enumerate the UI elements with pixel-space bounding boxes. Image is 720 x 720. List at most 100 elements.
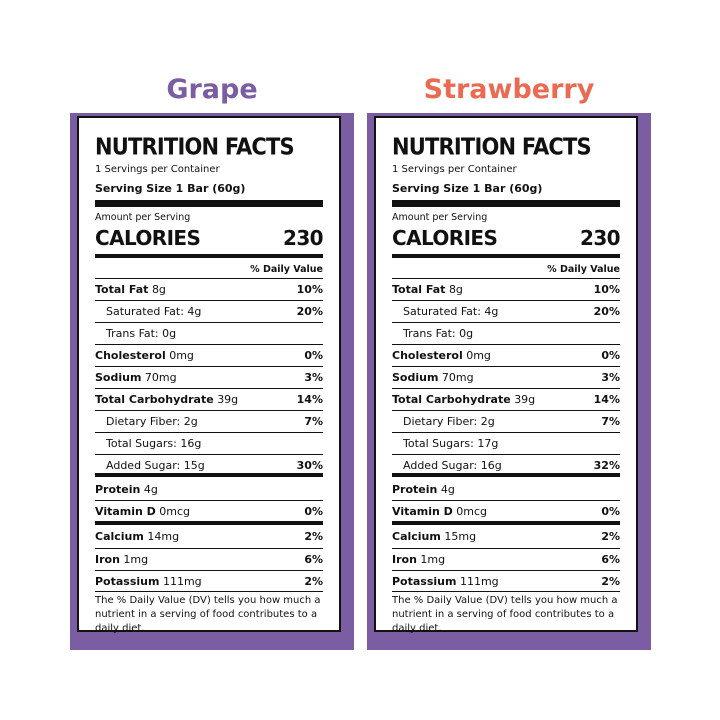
nutrient-row: Potassium 111mg 2% — [95, 570, 323, 593]
calories-value: 230 — [283, 226, 324, 250]
nutrient-amount: 1mg — [420, 553, 446, 566]
serving-size: Serving Size 1 Bar (60g) — [95, 182, 246, 195]
daily-value-percent: 14% — [593, 393, 620, 406]
daily-value-percent: 14% — [296, 393, 323, 406]
divider-medium — [95, 254, 323, 258]
daily-value-header: % Daily Value — [547, 264, 620, 275]
daily-value-percent: 2% — [601, 575, 620, 588]
serving-size: Serving Size 1 Bar (60g) — [392, 182, 543, 195]
servings-per-container: 1 Servings per Container — [392, 164, 517, 175]
nutrient-row: Sodium 70mg 3% — [95, 366, 323, 389]
daily-value-percent: 6% — [304, 553, 323, 566]
nutrient-row: Trans Fat: 0g — [95, 322, 323, 345]
nutrient-name: Total Carbohydrate 39g — [95, 389, 238, 410]
nutrient-row: Total Carbohydrate 39g 14% — [392, 388, 620, 411]
divider-medium — [392, 521, 620, 525]
nutrient-label: Protein — [95, 483, 141, 496]
daily-value-percent: 0% — [304, 505, 323, 518]
footnote: The % Daily Value (DV) tells you how muc… — [95, 595, 321, 634]
nutrient-name: Total Sugars: 16g — [106, 437, 202, 450]
nutrient-name: Dietary Fiber: 2g — [403, 415, 495, 428]
nutrient-amount: 4g — [440, 483, 455, 496]
nutrient-name: Cholesterol 0mg — [392, 345, 491, 366]
nutrient-amount: 70mg — [441, 371, 474, 384]
divider-thick — [95, 200, 323, 207]
nutrient-row: Cholesterol 0mg 0% — [392, 344, 620, 367]
nutrient-amount: 0mcg — [159, 505, 191, 518]
nutrient-row: Saturated Fat: 4g 20% — [392, 300, 620, 323]
flavor-title-grape: Grape — [166, 74, 258, 105]
nutrient-row: Total Sugars: 16g — [95, 432, 323, 455]
nutrient-name: Trans Fat: 0g — [106, 327, 177, 340]
nutrient-name: Total Sugars: 17g — [403, 437, 499, 450]
nutrient-amount: 15mg — [444, 530, 477, 543]
divider-medium — [392, 591, 620, 592]
daily-value-percent: 20% — [296, 305, 323, 318]
nutrient-row: Total Fat 8g 10% — [95, 278, 323, 301]
nutrient-name: Iron 1mg — [392, 549, 445, 570]
nutrition-label-content: NUTRITION FACTS 1 Servings per Container… — [392, 118, 621, 634]
nutrient-name: Iron 1mg — [95, 549, 148, 570]
nutrient-label: Calcium — [95, 530, 144, 543]
daily-value-percent: 7% — [304, 415, 323, 428]
daily-value-percent: 7% — [601, 415, 620, 428]
nutrient-name: Potassium 111mg — [392, 571, 499, 592]
nutrient-amount: 8g — [151, 283, 166, 296]
calories-label: CALORIES — [392, 226, 498, 250]
nutrient-name: Total Carbohydrate 39g — [392, 389, 535, 410]
daily-value-percent: 30% — [296, 459, 323, 472]
nutrient-name: Calcium 15mg — [392, 526, 476, 547]
nutrient-label: Iron — [392, 553, 417, 566]
nutrient-amount: 1mg — [123, 553, 149, 566]
daily-value-percent: 0% — [601, 505, 620, 518]
divider-thick — [392, 200, 620, 207]
nutrient-row: Calcium 14mg 2% — [95, 526, 323, 548]
divider-medium — [95, 521, 323, 525]
nutrient-amount: 0mg — [466, 349, 491, 362]
nutrient-name: Trans Fat: 0g — [403, 327, 474, 340]
nutrient-row: Dietary Fiber: 2g 7% — [95, 410, 323, 433]
nutrient-amount: 39g — [514, 393, 536, 406]
nutrient-row: Saturated Fat: 4g 20% — [95, 300, 323, 323]
nutrient-amount: 111mg — [162, 575, 202, 588]
nutrient-row: Calcium 15mg 2% — [392, 526, 620, 548]
nutrient-row: Total Carbohydrate 39g 14% — [95, 388, 323, 411]
nutrient-row: Potassium 111mg 2% — [392, 570, 620, 593]
amount-per-serving: Amount per Serving — [95, 212, 191, 223]
nutrition-label-content: NUTRITION FACTS 1 Servings per Container… — [95, 118, 324, 634]
nutrient-name: Sodium 70mg — [392, 367, 474, 388]
label-frame-strawberry: NUTRITION FACTS 1 Servings per Container… — [367, 113, 651, 650]
nutrient-label: Total Carbohydrate — [392, 393, 511, 406]
daily-value-percent: 3% — [601, 371, 620, 384]
nutrient-row: Dietary Fiber: 2g 7% — [392, 410, 620, 433]
nutrient-name: Protein 4g — [95, 479, 158, 500]
daily-value-percent: 20% — [593, 305, 620, 318]
nutrient-label: Sodium — [95, 371, 142, 384]
nutrient-row: Cholesterol 0mg 0% — [95, 344, 323, 367]
nutrient-name: Potassium 111mg — [95, 571, 202, 592]
divider-medium — [392, 254, 620, 258]
nutrient-name: Vitamin D 0mcg — [392, 501, 487, 522]
nutrient-amount: 4g — [143, 483, 158, 496]
nutrient-amount: 0mcg — [456, 505, 488, 518]
daily-value-percent: 10% — [593, 283, 620, 296]
nutrient-row: Protein 4g — [95, 479, 323, 501]
nutrient-name: Saturated Fat: 4g — [106, 305, 202, 318]
daily-value-percent: 6% — [601, 553, 620, 566]
label-frame-grape: NUTRITION FACTS 1 Servings per Container… — [70, 113, 354, 650]
nutrient-label: Potassium — [95, 575, 160, 588]
daily-value-percent: 2% — [304, 530, 323, 543]
nutrition-label: NUTRITION FACTS 1 Servings per Container… — [374, 116, 638, 634]
nutrient-name: Total Fat 8g — [392, 279, 463, 300]
nutrient-label: Calcium — [392, 530, 441, 543]
nutrient-label: Cholesterol — [95, 349, 166, 362]
daily-value-percent: 0% — [601, 349, 620, 362]
nutrient-row: Added Sugar: 15g 30% — [95, 454, 323, 477]
nutrient-label: Iron — [95, 553, 120, 566]
nutrient-label: Total Fat — [95, 283, 149, 296]
nutrient-row: Sodium 70mg 3% — [392, 366, 620, 389]
footnote: The % Daily Value (DV) tells you how muc… — [392, 595, 618, 634]
daily-value-percent: 0% — [304, 349, 323, 362]
daily-value-percent: 3% — [304, 371, 323, 384]
daily-value-percent: 2% — [304, 575, 323, 588]
